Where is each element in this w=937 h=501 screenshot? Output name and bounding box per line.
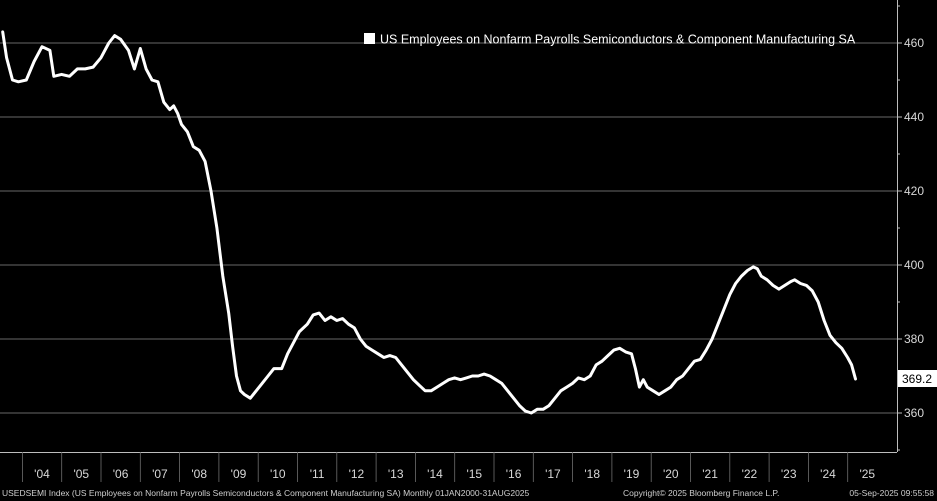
x-tick-label: '21 (702, 467, 718, 481)
x-tick-label: '18 (584, 467, 600, 481)
x-tick-label: '17 (545, 467, 561, 481)
x-tick-label: '13 (388, 467, 404, 481)
y-tick-label: 360 (904, 406, 924, 420)
x-tick-label: '09 (231, 467, 247, 481)
footer-source: USEDSEMI Index (US Employees on Nonfarm … (2, 488, 530, 498)
x-tick-label: '06 (113, 467, 129, 481)
footer: USEDSEMI Index (US Employees on Nonfarm … (0, 484, 937, 501)
x-tick-label: '07 (152, 467, 168, 481)
x-tick-label: '11 (310, 467, 325, 481)
x-tick-label: '19 (624, 467, 640, 481)
last-value-badge: 369.2 (898, 370, 937, 387)
gridlines (0, 42, 897, 414)
x-tick-label: '23 (781, 467, 797, 481)
last-value-label: 369.2 (902, 372, 932, 386)
footer-timestamp: 05-Sep-2025 09:55:58 (849, 488, 934, 498)
x-tick-label: '25 (859, 467, 875, 481)
x-tick-label: '12 (349, 467, 365, 481)
x-tick-label: '24 (820, 467, 836, 481)
legend: US Employees on Nonfarm Payrolls Semicon… (364, 33, 856, 47)
x-tick-label: '15 (466, 467, 482, 481)
footer-copyright: Copyright© 2025 Bloomberg Finance L.P. (623, 488, 780, 498)
series-line (1, 30, 857, 415)
x-tick-label: '16 (506, 467, 522, 481)
x-tick-label: '20 (663, 467, 679, 481)
x-tick-label: '14 (427, 467, 443, 481)
y-tick-label: 400 (904, 258, 924, 272)
x-tick-label: '22 (742, 467, 758, 481)
line-chart: '04 '05 '06 '07 '08 '09 '10 '11 '12 '13 '14 '15 '16 '… (0, 0, 937, 482)
y-tick-label: 420 (904, 184, 924, 198)
legend-swatch (364, 33, 375, 44)
x-tick-label: '10 (270, 467, 286, 481)
y-axis: 360 380 400 420 440 460 (897, 0, 924, 452)
x-axis: '04 '05 '06 '07 '08 '09 '10 '11 '12 '13 '14 '15 '16 '… (0, 452, 897, 482)
x-tick-label: '08 (191, 467, 207, 481)
y-tick-label: 460 (904, 36, 924, 50)
x-tick-label: '04 (34, 467, 50, 481)
legend-label: US Employees on Nonfarm Payrolls Semicon… (380, 33, 856, 47)
x-tick-label: '05 (73, 467, 89, 481)
y-tick-label: 440 (904, 110, 924, 124)
y-tick-label: 380 (904, 332, 924, 346)
